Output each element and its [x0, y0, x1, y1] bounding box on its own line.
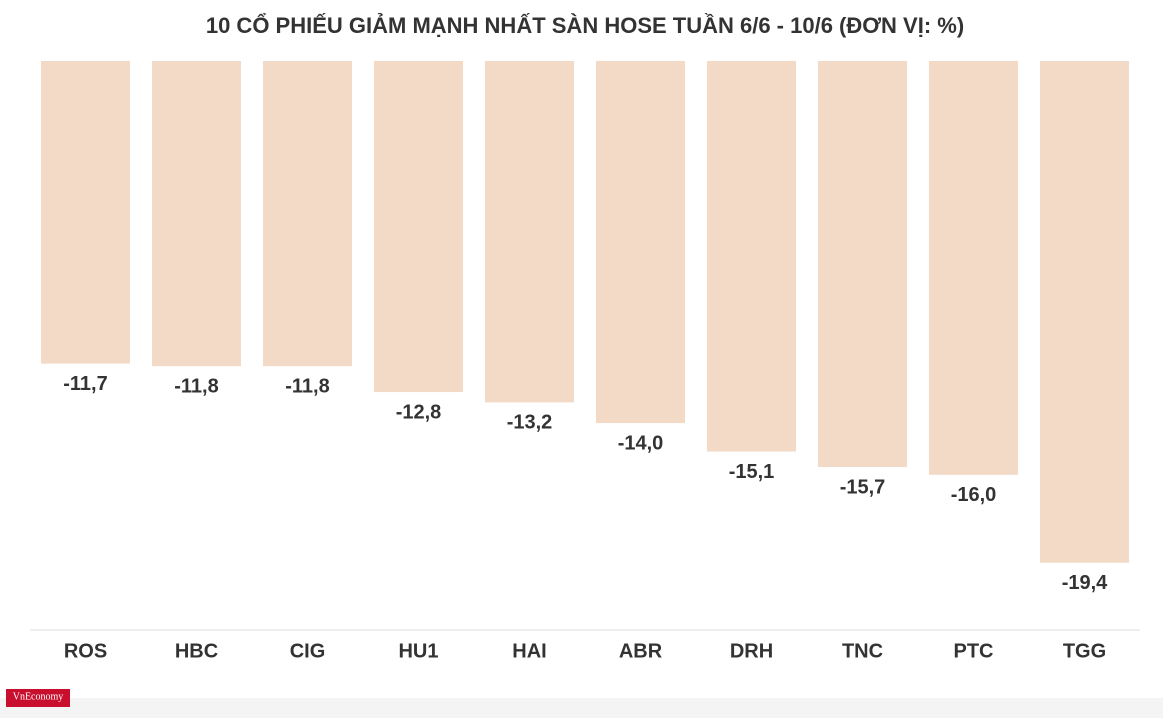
bar [929, 61, 1018, 475]
bar [41, 61, 130, 364]
value-label: -11,8 [174, 375, 218, 397]
x-tick-label: HBC [175, 640, 218, 662]
value-label: -14,0 [618, 432, 664, 454]
value-label: -15,7 [840, 476, 886, 498]
logo-box [6, 689, 70, 707]
value-label: -19,4 [1062, 572, 1108, 594]
x-tick-label: ABR [619, 640, 663, 662]
bar [818, 61, 907, 468]
bar [485, 61, 574, 403]
value-label: -11,7 [63, 373, 107, 395]
value-label: -16,0 [951, 484, 997, 506]
x-tick-label: CIG [290, 640, 326, 662]
bar [596, 61, 685, 424]
bar [263, 61, 352, 367]
value-label: -13,2 [507, 412, 553, 434]
x-tick-label: DRH [730, 640, 773, 662]
x-tick-label: PTC [954, 640, 994, 662]
x-tick-label: TGG [1063, 640, 1106, 662]
value-label: -15,1 [729, 461, 775, 483]
bar [152, 61, 241, 367]
chart-title: 10 CỔ PHIẾU GIẢM MẠNH NHẤT SÀN HOSE TUẦN… [206, 13, 964, 38]
x-tick-label: ROS [64, 640, 107, 662]
x-tick-label: TNC [842, 640, 883, 662]
logo: VnEconomy [13, 691, 64, 702]
bar [707, 61, 796, 452]
footer-strip [0, 698, 1163, 718]
x-tick-label: HU1 [398, 640, 438, 662]
value-label: -11,8 [285, 375, 329, 397]
bar [1040, 61, 1129, 563]
bar [374, 61, 463, 393]
x-tick-label: HAI [512, 640, 546, 662]
value-label: -12,8 [396, 401, 442, 423]
